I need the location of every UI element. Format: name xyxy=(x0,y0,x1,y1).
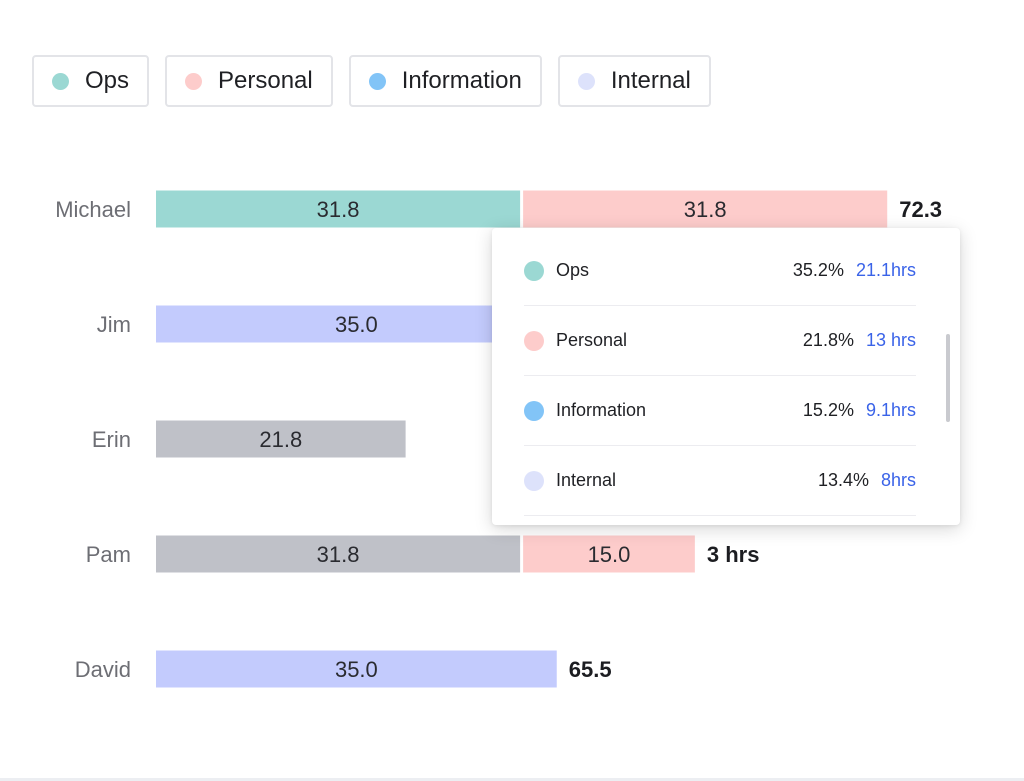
tooltip-percent: 13.4% xyxy=(817,470,869,490)
legend-label: Ops xyxy=(85,67,130,94)
tooltip-category: Information xyxy=(556,400,647,420)
category-label: Michael xyxy=(55,197,131,222)
information-dot-icon xyxy=(524,400,544,421)
category-label: David xyxy=(75,657,131,682)
legend-item-personal[interactable]: Personal xyxy=(165,55,333,107)
legend-dot-icon xyxy=(368,72,386,90)
legend-item-ops[interactable]: Ops xyxy=(32,55,150,107)
bar-segment xyxy=(523,190,888,228)
bar-value-label: 35.0 xyxy=(335,312,378,337)
bar-segment xyxy=(156,190,521,228)
category-label: Jim xyxy=(97,312,131,337)
legend-label: Personal xyxy=(218,67,313,94)
legend-dot-icon xyxy=(185,72,203,90)
ops-dot-icon xyxy=(524,260,544,281)
personal-dot-icon xyxy=(524,330,544,351)
legend-label: Internal xyxy=(610,67,691,94)
category-label: Erin xyxy=(92,427,131,452)
chart-legend: Ops Personal Information Internal xyxy=(32,55,711,107)
legend-item-information[interactable]: Information xyxy=(348,55,542,107)
bar-value-label: 15.0 xyxy=(588,542,631,567)
tooltip-hours: 9.1hrs xyxy=(865,400,916,420)
bar-value-label: 31.8 xyxy=(317,197,360,222)
internal-dot-icon xyxy=(524,470,544,491)
tooltip-category: Internal xyxy=(556,470,617,490)
tooltip-hours: 8hrs xyxy=(880,470,916,490)
bar-segment xyxy=(523,535,695,573)
tooltip-category: Ops xyxy=(556,260,590,280)
bar-value-label: 31.8 xyxy=(317,542,360,567)
bar-value-label: 31.8 xyxy=(684,197,727,222)
tooltip-hours: 21.1hrs xyxy=(855,260,916,280)
tooltip-percent: 35.2% xyxy=(792,260,844,280)
tooltip-scrollbar[interactable] xyxy=(946,334,950,422)
bar-value-label: 35.0 xyxy=(335,657,378,682)
tooltip-row-ops: Ops 35.2% 21.1hrs xyxy=(524,236,916,306)
legend-item-internal[interactable]: Internal xyxy=(557,55,711,107)
category-label: Pam xyxy=(86,542,131,567)
bar-total-label: 72.3 xyxy=(899,197,942,222)
tooltip-percent: 21.8% xyxy=(802,330,854,350)
tooltip-row-internal: Internal 13.4% 8hrs xyxy=(524,446,916,516)
bottom-divider xyxy=(0,778,1024,781)
tooltip-hours: 13 hrs xyxy=(865,330,916,350)
legend-dot-icon xyxy=(52,72,69,90)
tooltip-row-information: Information 15.2% 9.1hrs xyxy=(524,376,916,446)
bar-segment xyxy=(156,305,557,343)
bar-segment xyxy=(156,535,521,573)
tooltip-category: Personal xyxy=(556,330,628,350)
stacked-bar-chart: Michael 31.8 31.8 72.3 Jim 35.0 Erin 21.8 Pam 31.… xyxy=(55,190,942,688)
bar-segment xyxy=(156,420,406,458)
breakdown-tooltip: Ops 35.2% 21.1hrs Personal 21.8% 13 hrs … xyxy=(492,228,960,525)
legend-label: Information xyxy=(401,67,522,94)
bar-total-label: 3 hrs xyxy=(707,542,760,567)
tooltip-row-personal: Personal 21.8% 13 hrs xyxy=(524,306,916,376)
bar-value-label: 21.8 xyxy=(259,427,302,452)
bar-total-label: 65.5 xyxy=(569,657,612,682)
tooltip-percent: 15.2% xyxy=(802,400,854,420)
bar-segment xyxy=(156,650,557,688)
legend-dot-icon xyxy=(577,72,595,90)
